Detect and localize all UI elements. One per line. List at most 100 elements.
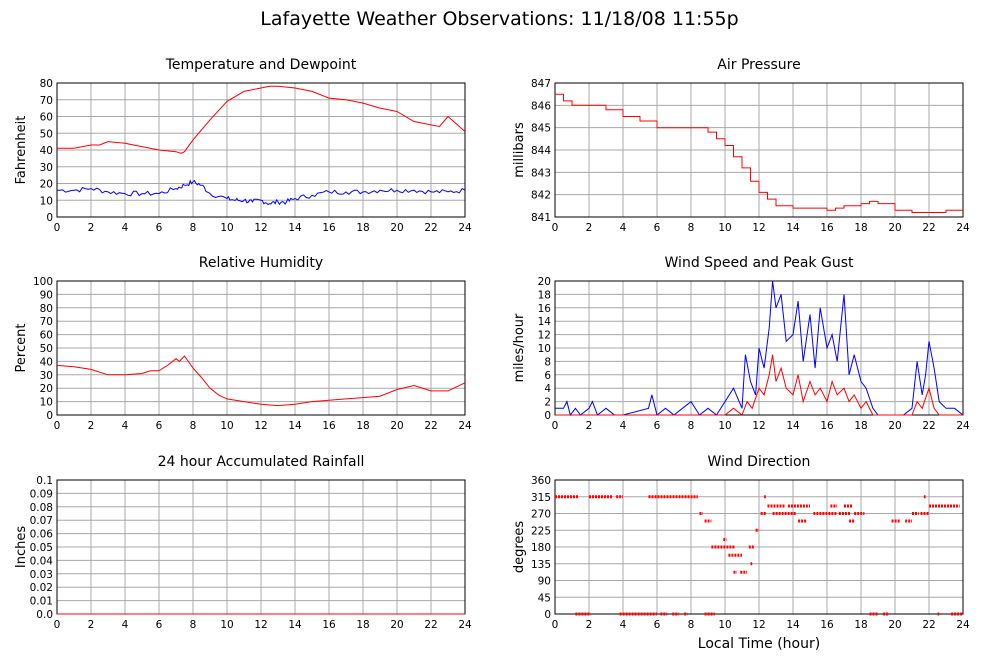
x-tick-label: 18 — [356, 420, 369, 432]
x-tick-label: 18 — [854, 420, 867, 432]
x-tick-label: 20 — [888, 420, 901, 432]
x-tick-label: 0 — [552, 420, 559, 432]
x-tick-label: 22 — [922, 420, 935, 432]
y-tick-label: 8 — [544, 356, 551, 368]
x-tick-label: 2 — [586, 619, 593, 631]
x-tick-label: 8 — [688, 420, 695, 432]
y-tick-label: 16 — [538, 303, 552, 315]
x-tick-label: 4 — [122, 222, 129, 234]
x-tick-label: 14 — [786, 619, 800, 631]
y-tick-label: 80 — [40, 303, 53, 315]
plot-frame — [56, 280, 466, 416]
chart-title: Air Pressure — [717, 57, 800, 73]
series-line-1 — [555, 93, 963, 213]
x-tick-label: 10 — [718, 619, 731, 631]
y-tick-label: 50 — [40, 128, 53, 140]
y-tick-label: 270 — [531, 509, 551, 521]
x-axis-label: Local Time (hour) — [698, 636, 820, 652]
chart-title: Temperature and Dewpoint — [165, 57, 357, 73]
x-tick-label: 0 — [552, 619, 559, 631]
x-tick-label: 18 — [356, 222, 369, 234]
x-tick-label: 0 — [552, 222, 559, 234]
x-tick-label: 12 — [752, 420, 765, 432]
x-tick-label: 4 — [620, 619, 627, 631]
x-tick-label: 16 — [322, 222, 336, 234]
y-tick-label: 10 — [40, 195, 53, 207]
x-tick-label: 24 — [956, 420, 970, 432]
y-tick-label: 30 — [40, 162, 53, 174]
y-tick-label: 841 — [531, 212, 551, 224]
x-tick-label: 12 — [752, 619, 765, 631]
y-tick-label: 10 — [538, 343, 551, 355]
y-tick-label: 844 — [531, 145, 551, 157]
x-tick-label: 2 — [88, 222, 95, 234]
y-tick-label: 60 — [40, 330, 53, 342]
x-tick-label: 12 — [254, 619, 267, 631]
y-tick-label: 0.02 — [30, 582, 53, 594]
x-tick-label: 16 — [820, 420, 834, 432]
x-tick-label: 12 — [254, 420, 267, 432]
y-tick-label: 40 — [40, 356, 53, 368]
x-tick-label: 6 — [654, 420, 661, 432]
y-tick-label: 70 — [40, 95, 53, 107]
y-tick-label: 90 — [538, 576, 551, 588]
x-tick-label: 20 — [390, 420, 403, 432]
series-line-1 — [57, 85, 466, 154]
x-tick-label: 4 — [620, 420, 627, 432]
x-tick-label: 6 — [156, 420, 163, 432]
plot-frame — [554, 280, 964, 416]
y-tick-label: 80 — [40, 78, 53, 90]
y-tick-label: 0.05 — [30, 542, 53, 554]
x-tick-label: 22 — [424, 222, 437, 234]
x-tick-label: 20 — [390, 222, 403, 234]
y-tick-label: 0.06 — [30, 529, 54, 541]
x-tick-label: 20 — [390, 619, 403, 631]
x-tick-label: 10 — [718, 222, 731, 234]
y-tick-label: 847 — [531, 78, 551, 90]
x-tick-label: 20 — [888, 619, 901, 631]
x-tick-label: 10 — [220, 420, 233, 432]
series-line-2 — [555, 354, 963, 416]
series-line-2 — [57, 179, 466, 206]
y-tick-label: 4 — [544, 383, 551, 395]
x-tick-label: 16 — [820, 222, 834, 234]
y-tick-label: 180 — [531, 542, 551, 554]
x-tick-label: 18 — [854, 222, 867, 234]
y-tick-label: 20 — [40, 383, 53, 395]
x-tick-label: 16 — [820, 619, 834, 631]
y-axis-label: miles/hour — [512, 313, 527, 382]
y-tick-label: 50 — [40, 343, 53, 355]
y-tick-label: 0 — [544, 410, 551, 422]
x-tick-label: 18 — [854, 619, 867, 631]
x-tick-label: 6 — [156, 619, 163, 631]
y-tick-label: 135 — [531, 559, 551, 571]
y-tick-label: 0.1 — [36, 475, 53, 487]
y-tick-label: 0 — [46, 410, 53, 422]
x-tick-label: 14 — [786, 222, 800, 234]
y-tick-label: 12 — [538, 330, 551, 342]
y-tick-label: 360 — [531, 475, 551, 487]
y-tick-label: 843 — [531, 167, 551, 179]
y-tick-label: 20 — [538, 276, 551, 288]
chart-title: Wind Direction — [708, 454, 811, 470]
y-tick-label: 0.01 — [30, 596, 53, 608]
y-tick-label: 0.04 — [30, 555, 54, 567]
x-tick-label: 2 — [586, 420, 593, 432]
x-tick-label: 8 — [688, 222, 695, 234]
y-tick-label: 845 — [531, 123, 551, 135]
y-tick-label: 225 — [531, 525, 551, 537]
y-tick-label: 40 — [40, 145, 53, 157]
y-tick-label: 14 — [538, 316, 552, 328]
y-tick-label: 20 — [40, 179, 53, 191]
x-tick-label: 10 — [220, 619, 233, 631]
y-tick-label: 2 — [544, 397, 551, 409]
x-tick-label: 24 — [956, 222, 970, 234]
plot-frame — [56, 82, 466, 218]
x-tick-label: 16 — [322, 420, 336, 432]
x-tick-label: 12 — [254, 222, 267, 234]
